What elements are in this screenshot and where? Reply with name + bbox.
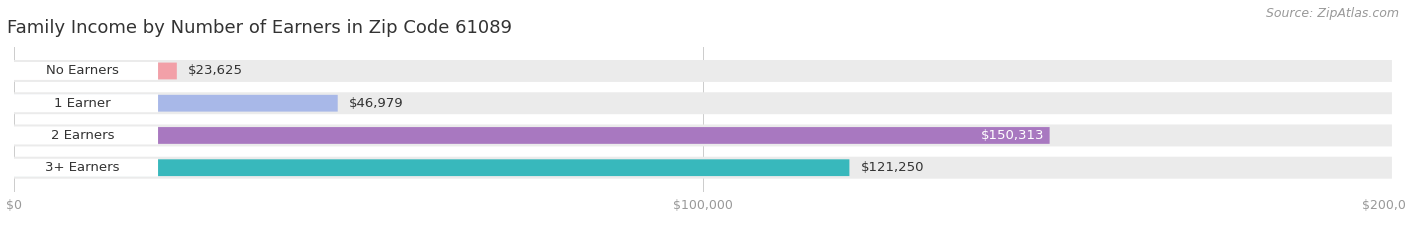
Text: 2 Earners: 2 Earners [51, 129, 114, 142]
Text: Family Income by Number of Earners in Zip Code 61089: Family Income by Number of Earners in Zi… [7, 19, 512, 37]
FancyBboxPatch shape [14, 159, 849, 176]
Text: 1 Earner: 1 Earner [53, 97, 111, 110]
Text: No Earners: No Earners [46, 65, 118, 77]
FancyBboxPatch shape [14, 63, 177, 79]
Text: $46,979: $46,979 [349, 97, 404, 110]
FancyBboxPatch shape [7, 94, 157, 112]
FancyBboxPatch shape [14, 60, 1392, 82]
FancyBboxPatch shape [7, 126, 157, 144]
Text: $121,250: $121,250 [860, 161, 924, 174]
FancyBboxPatch shape [14, 124, 1392, 146]
FancyBboxPatch shape [7, 62, 157, 80]
Text: Source: ZipAtlas.com: Source: ZipAtlas.com [1265, 7, 1399, 20]
FancyBboxPatch shape [14, 95, 337, 112]
Text: $150,313: $150,313 [980, 129, 1045, 142]
FancyBboxPatch shape [14, 92, 1392, 114]
Text: 3+ Earners: 3+ Earners [45, 161, 120, 174]
Text: $23,625: $23,625 [188, 65, 243, 77]
FancyBboxPatch shape [14, 127, 1050, 144]
FancyBboxPatch shape [14, 157, 1392, 179]
FancyBboxPatch shape [7, 159, 157, 177]
